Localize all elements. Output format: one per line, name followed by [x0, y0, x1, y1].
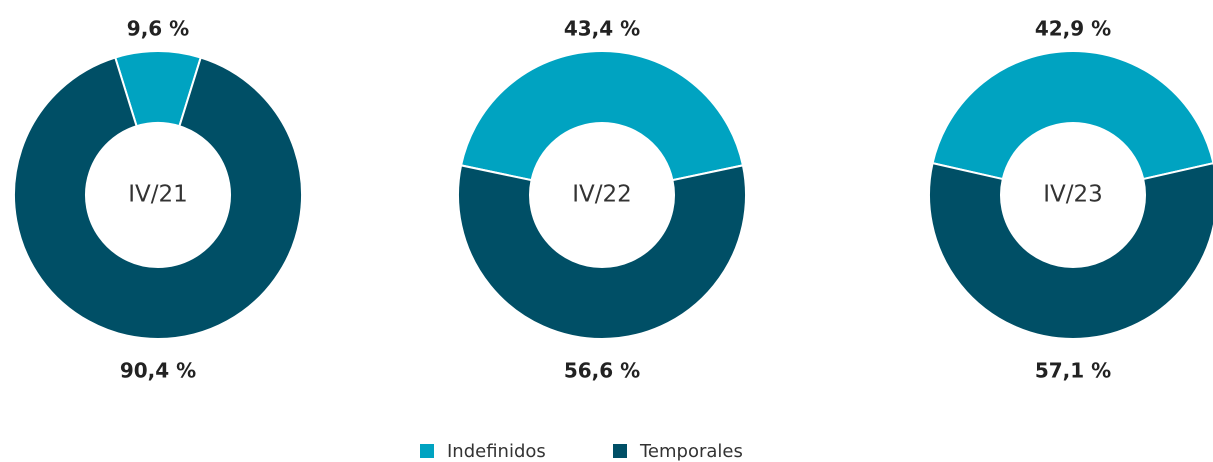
value-label: 56,6 %: [564, 359, 640, 383]
legend-label: Temporales: [639, 441, 743, 462]
legend-swatch: [420, 444, 434, 458]
center-label: IV/21: [128, 182, 188, 208]
center-label: IV/23: [1043, 182, 1103, 208]
legend-swatch: [613, 444, 627, 458]
value-label: 42,9 %: [1035, 17, 1111, 41]
donut-slice: [13, 56, 303, 340]
value-label: 57,1 %: [1035, 359, 1111, 383]
value-label: 90,4 %: [120, 359, 196, 383]
center-label: IV/22: [572, 182, 632, 208]
donut-slice: [928, 161, 1213, 341]
value-label: 43,4 %: [564, 17, 640, 41]
value-label: 9,6 %: [127, 17, 189, 41]
donut-slice: [459, 49, 745, 182]
donut-slice: [931, 50, 1213, 181]
legend-label: Indefinidos: [447, 441, 546, 462]
donut-slice: [457, 164, 747, 340]
